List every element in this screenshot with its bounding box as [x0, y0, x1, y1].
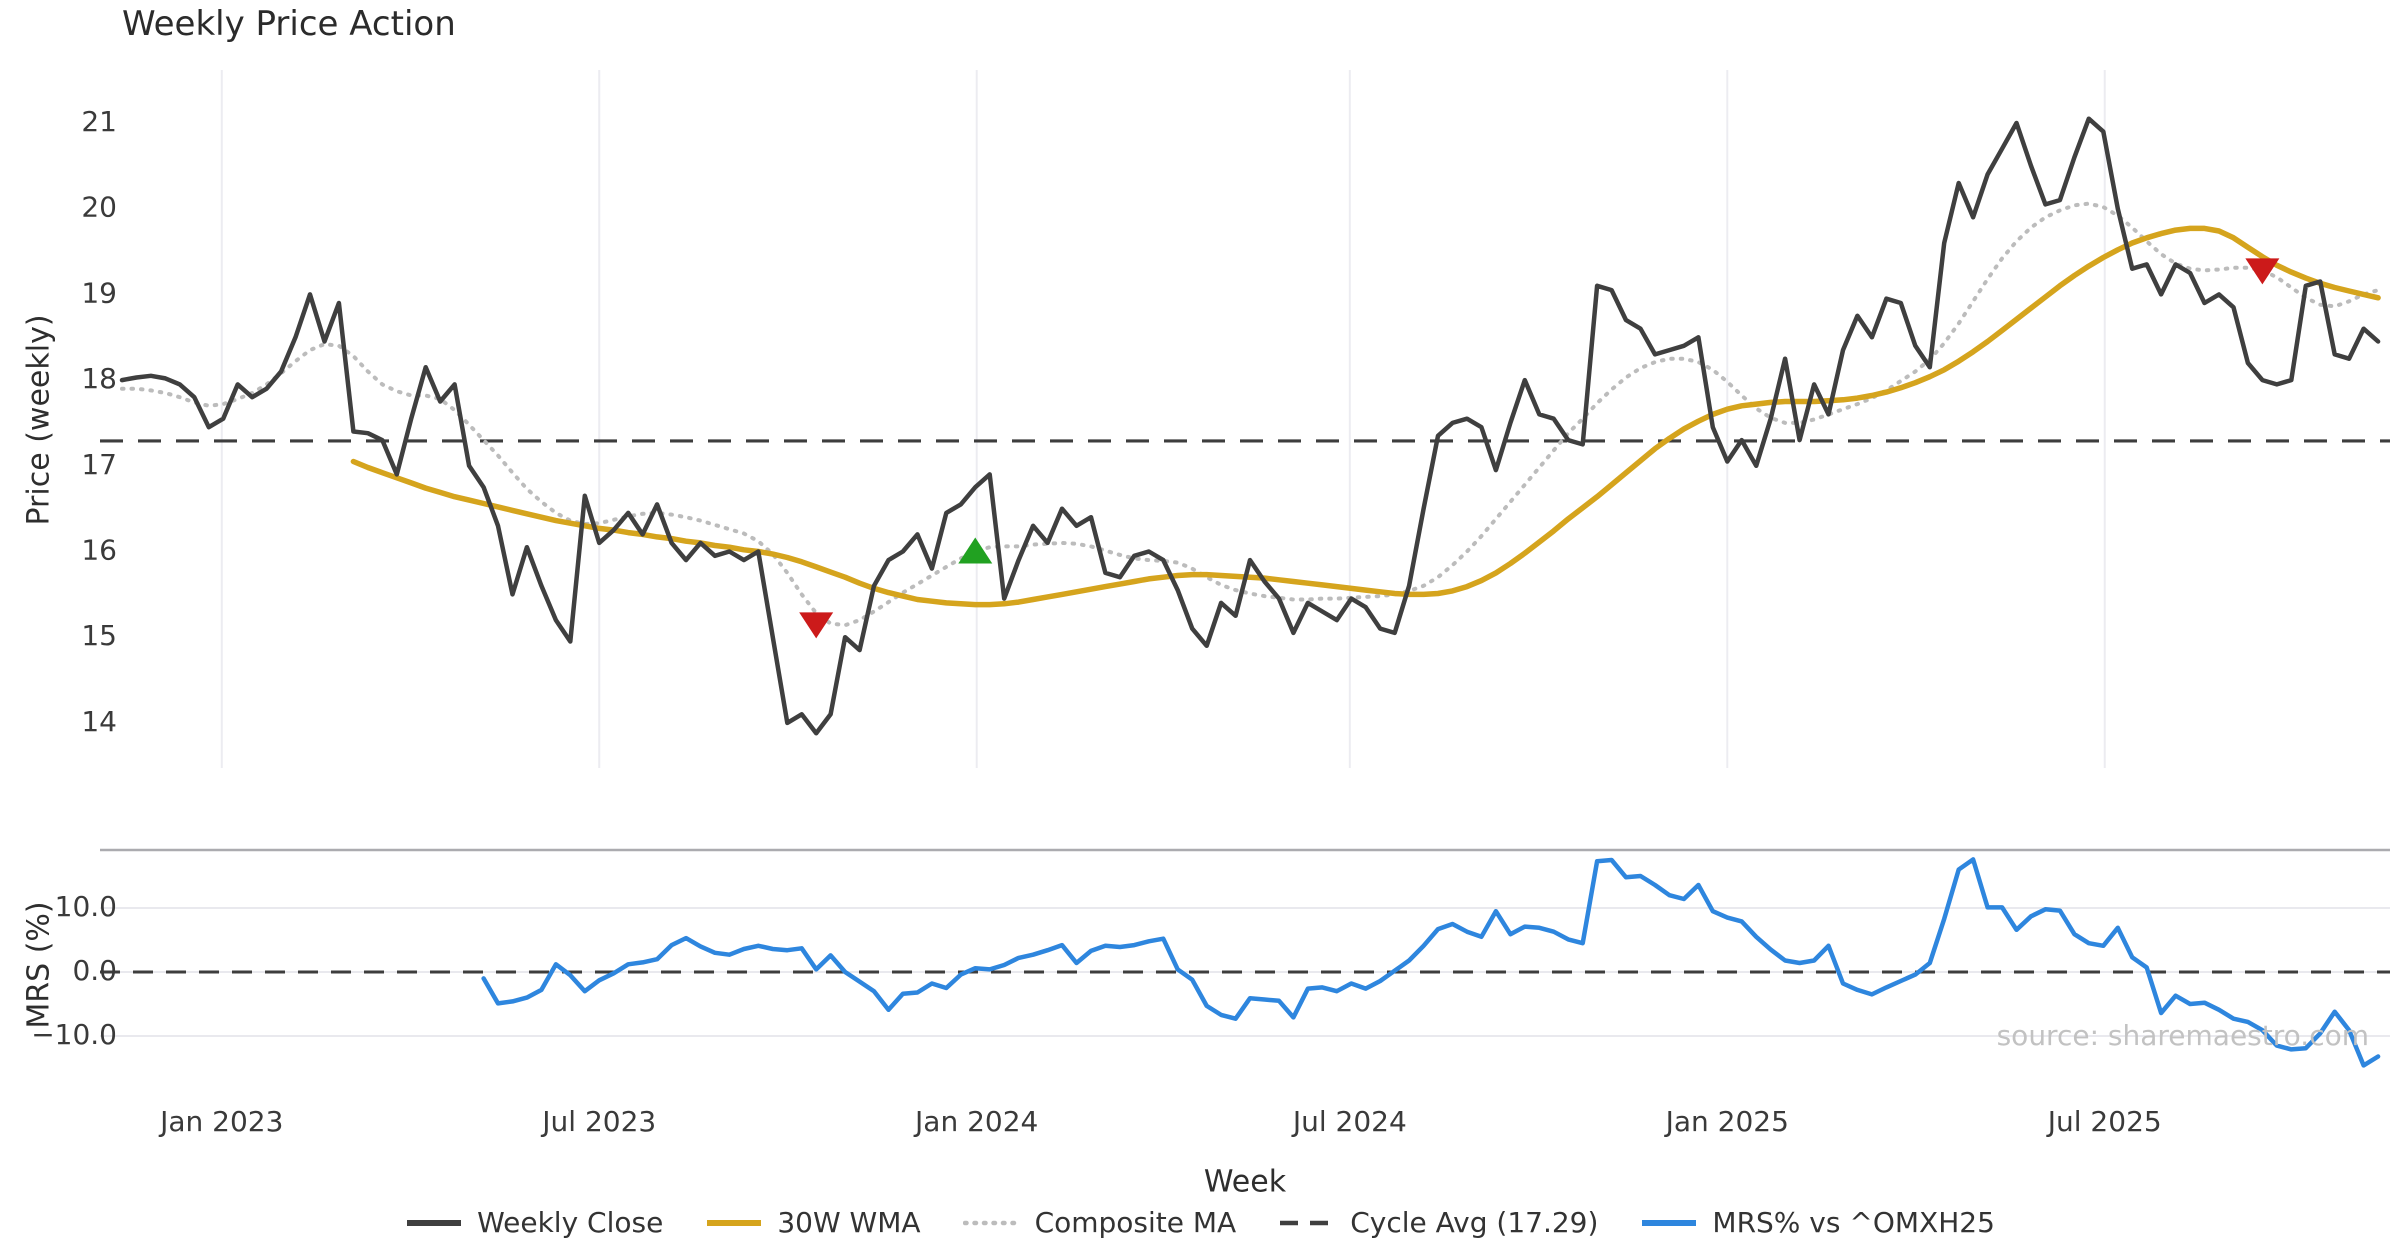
- composite-ma-line: [120, 201, 2381, 628]
- legend-item-30w-wma: 30W WMA: [705, 1206, 921, 1239]
- wma-line: [350, 225, 2381, 608]
- source-watermark: source: sharemaestro.com: [1996, 1019, 2369, 1052]
- weekly-close-line: [119, 116, 2381, 736]
- legend-item-weekly-close: Weekly Close: [405, 1206, 663, 1239]
- chart-title: Weekly Price Action: [122, 4, 456, 44]
- mrs-tick-label: 10.0: [55, 890, 117, 923]
- x-tick-label: Jul 2023: [540, 1105, 656, 1138]
- legend-label: Composite MA: [1034, 1206, 1237, 1239]
- legend-item-mrs-vs-omxh25: MRS% vs ^OMXH25: [1640, 1206, 1995, 1239]
- buy-marker-icon: [958, 537, 993, 564]
- dashed-line-swatch-icon: [1280, 1220, 1335, 1225]
- solid-line-swatch-icon: [707, 1219, 762, 1226]
- price-tick-label: 14: [81, 705, 117, 738]
- x-tick-label: Jan 2025: [1664, 1105, 1789, 1138]
- x-tick-label: Jan 2024: [913, 1105, 1038, 1138]
- price-tick-label: 15: [81, 619, 117, 652]
- x-axis-label: Week: [1204, 1165, 1287, 1200]
- mrs-line: [481, 857, 2381, 1068]
- x-tick-label: Jul 2025: [2046, 1105, 2162, 1138]
- solid-line-swatch-icon: [407, 1219, 462, 1226]
- legend-label: Weekly Close: [477, 1206, 664, 1239]
- legend-label: Cycle Avg (17.29): [1350, 1206, 1599, 1239]
- x-tick-label: Jul 2024: [1291, 1105, 1407, 1138]
- legend-item-cycle-avg-17-29-: Cycle Avg (17.29): [1278, 1206, 1598, 1239]
- legend-label: 30W WMA: [777, 1206, 921, 1239]
- legend-item-composite-ma: Composite MA: [962, 1206, 1237, 1239]
- chart-legend: Weekly Close 30W WMA Composite MA Cycle Avg…: [0, 1206, 2400, 1239]
- price-tick-label: 20: [81, 191, 117, 224]
- price-axis-label: Price (weekly): [22, 314, 57, 525]
- mrs-tick-label: −10.0: [31, 1018, 117, 1051]
- price-tick-label: 16: [81, 534, 117, 567]
- mrs-axis-label: MRS (%): [22, 901, 57, 1028]
- sell-marker-icon: [799, 612, 834, 639]
- price-tick-label: 19: [81, 276, 117, 309]
- mrs-tick-label: 0.0: [72, 954, 117, 987]
- price-tick-label: 17: [81, 448, 117, 481]
- solid-line-swatch-icon: [1642, 1219, 1697, 1226]
- price-tick-label: 21: [81, 105, 117, 138]
- legend-label: MRS% vs ^OMXH25: [1712, 1206, 1995, 1239]
- x-tick-label: Jan 2023: [158, 1105, 283, 1138]
- sell-marker-icon: [2245, 258, 2280, 285]
- price-tick-label: 18: [81, 362, 117, 395]
- dotted-line-swatch-icon: [962, 1220, 1021, 1225]
